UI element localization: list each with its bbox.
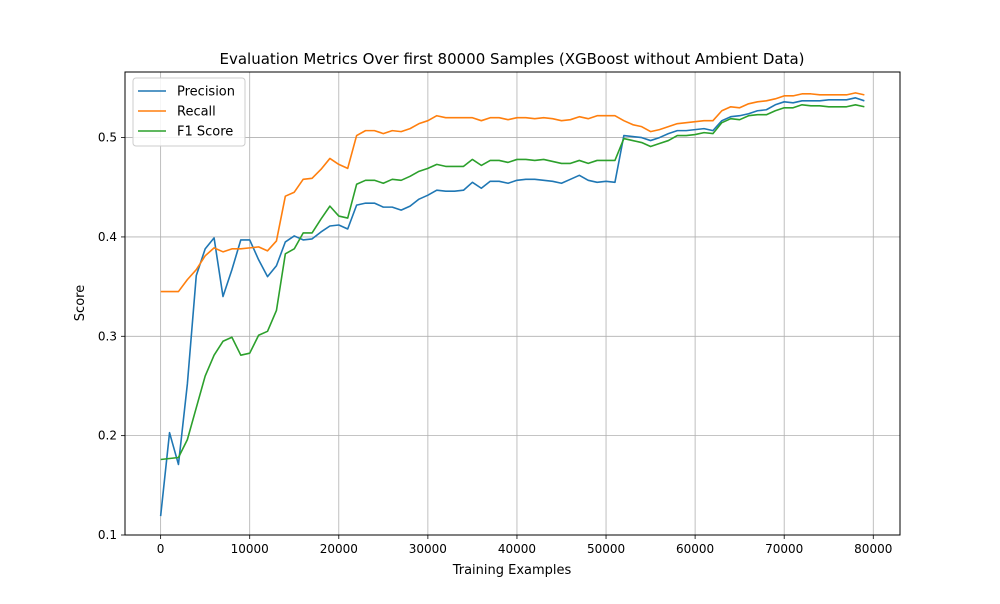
plot-frame [124, 71, 901, 536]
y-axis-label: Score [73, 285, 88, 321]
series-line-recall [160, 92, 865, 293]
x-tick-label: 50000 [587, 542, 625, 556]
series-line-precision [159, 97, 865, 517]
x-tick-label: 60000 [676, 542, 714, 556]
x-tick-label: 40000 [498, 542, 536, 556]
x-axis-label: Training Examples [452, 563, 572, 578]
x-tick-label: 10000 [231, 542, 269, 556]
legend-label-f1-score: F1 Score [177, 125, 233, 140]
chart-title: Evaluation Metrics Over first 80000 Samp… [220, 50, 805, 68]
x-tick-label: 80000 [854, 542, 892, 556]
x-tick-label: 0 [157, 542, 165, 556]
y-tick-label: 0.5 [98, 131, 117, 145]
y-tick-label: 0.1 [98, 528, 117, 542]
x-tick-label: 30000 [409, 542, 447, 556]
x-tick-label: 20000 [320, 542, 358, 556]
legend: Precision Recall F1 Score [132, 77, 246, 147]
series-lines [159, 92, 865, 517]
series-line-f1-score [160, 103, 865, 461]
y-tick-label: 0.3 [98, 329, 117, 343]
axis-ticks: 0 10000 20000 30000 40000 50000 60000 70000 8000… [98, 131, 892, 556]
y-tick-label: 0.4 [98, 230, 117, 244]
y-tick-label: 0.2 [98, 429, 117, 443]
legend-label-recall: Recall [177, 105, 216, 120]
x-tick-label: 70000 [765, 542, 803, 556]
legend-box [132, 77, 246, 147]
legend-label-precision: Precision [177, 85, 235, 100]
